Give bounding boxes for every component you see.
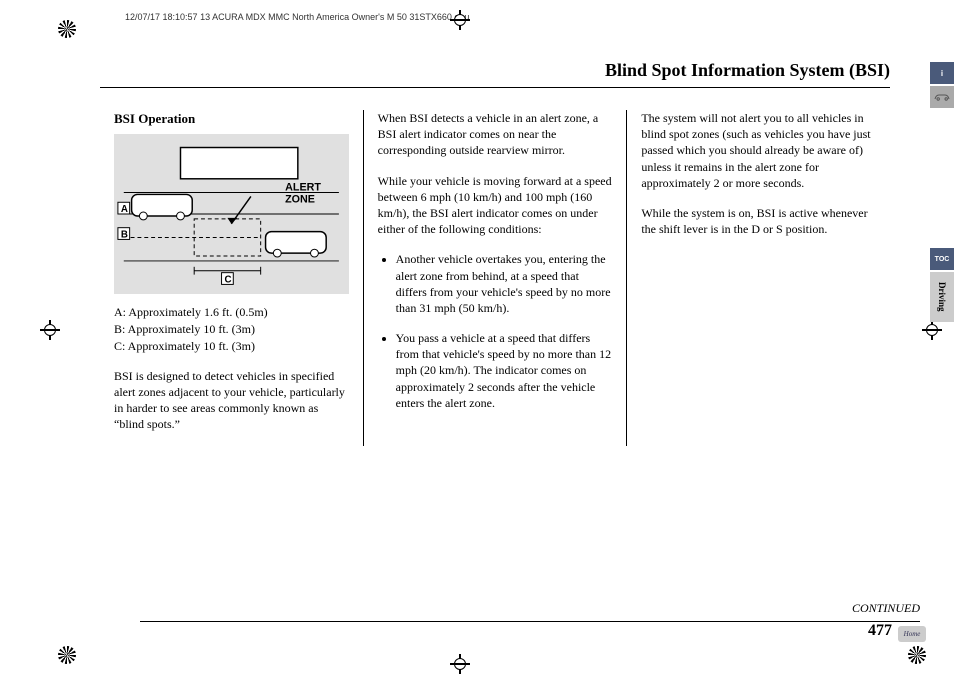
tab-car-icon[interactable] [930, 86, 954, 108]
col3-p2: While the system is on, BSI is active wh… [641, 205, 876, 237]
page-footer-rule [140, 621, 920, 622]
column-2: When BSI detects a vehicle in an alert z… [363, 110, 627, 446]
column-1: BSI Operation [100, 110, 363, 446]
tab-toc[interactable]: TOC [930, 248, 954, 270]
cornermark-br [908, 646, 926, 664]
col1-paragraph: BSI is designed to detect vehicles in sp… [114, 368, 349, 433]
col2-p2: While your vehicle is moving forward at … [378, 173, 613, 238]
print-header: 12/07/17 18:10:57 13 ACURA MDX MMC North… [125, 12, 469, 22]
regmark-bottom [450, 654, 470, 674]
section-heading: BSI Operation [114, 110, 349, 128]
svg-text:B: B [121, 229, 128, 240]
regmark-right [922, 320, 942, 340]
page-title: Blind Spot Information System (BSI) [100, 60, 890, 88]
diagram-captions: A: Approximately 1.6 ft. (0.5m) B: Appro… [114, 304, 349, 356]
columns: BSI Operation [100, 110, 890, 446]
caption-b: B: Approximately 10 ft. (3m) [114, 321, 349, 338]
col3-p1: The system will not alert you to all veh… [641, 110, 876, 191]
col2-bullet2: You pass a vehicle at a speed that diffe… [396, 330, 613, 411]
tab-driving[interactable]: Driving [930, 272, 954, 322]
bsi-diagram: ALERT ZONE A B C [114, 134, 349, 294]
caption-c: C: Approximately 10 ft. (3m) [114, 338, 349, 355]
continued-label: CONTINUED [852, 601, 920, 616]
caption-a: A: Approximately 1.6 ft. (0.5m) [114, 304, 349, 321]
svg-text:A: A [121, 204, 128, 215]
svg-text:C: C [224, 274, 231, 285]
cornermark-bl [58, 646, 76, 664]
home-button[interactable]: Home [898, 626, 926, 642]
alert-zone-label: ALERT [285, 181, 321, 193]
page-number: 477 [868, 622, 892, 640]
tab-info[interactable]: i [930, 62, 954, 84]
regmark-left [40, 320, 60, 340]
column-3: The system will not alert you to all veh… [626, 110, 890, 446]
page-content: Blind Spot Information System (BSI) BSI … [100, 60, 890, 600]
regmark-top [450, 10, 470, 30]
col2-bullet1: Another vehicle overtakes you, entering … [396, 251, 613, 316]
svg-text:ZONE: ZONE [285, 193, 315, 205]
col2-p1: When BSI detects a vehicle in an alert z… [378, 110, 613, 159]
cornermark-tl [58, 20, 76, 38]
col2-bullets: Another vehicle overtakes you, entering … [378, 251, 613, 411]
